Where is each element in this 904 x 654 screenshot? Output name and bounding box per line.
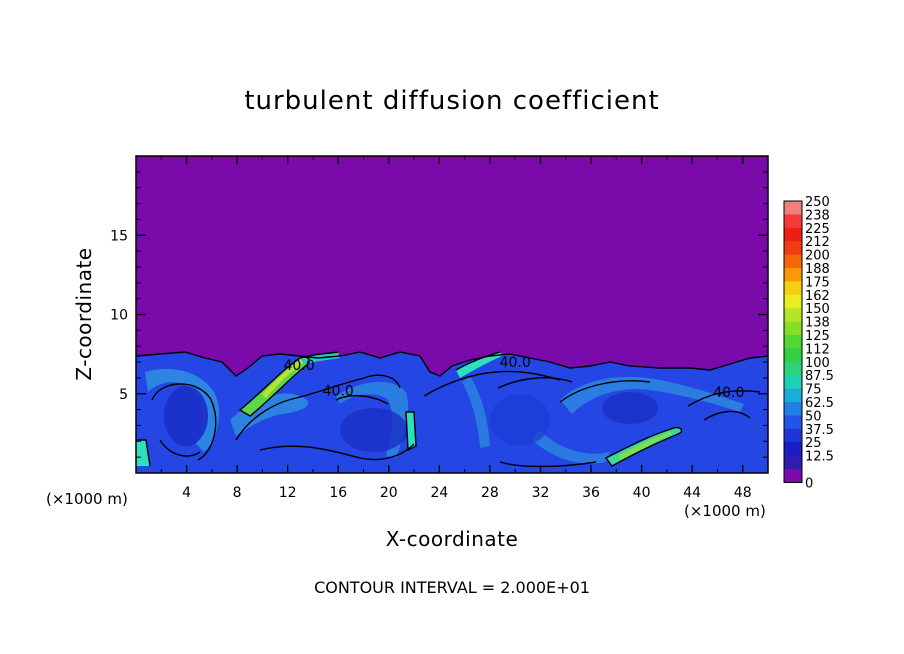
x-tick-label: 28 — [481, 485, 499, 501]
colorbar-label: 150 — [805, 302, 830, 317]
colorbar-swatch — [784, 308, 802, 323]
colorbar-swatch — [784, 201, 802, 215]
x-tick-label: 40 — [633, 485, 651, 501]
colorbar-label: 250 — [805, 195, 830, 210]
x-unit-label: (×1000 m) — [684, 502, 766, 520]
colorbar: 2502382252122001881751621501381251121008… — [783, 195, 834, 491]
colorbar-swatch — [784, 294, 802, 309]
x-tick-label: 8 — [233, 485, 242, 501]
x-tick-label: 48 — [734, 485, 752, 501]
colorbar-swatch — [784, 214, 802, 229]
x-tick-label: 44 — [683, 485, 701, 501]
colorbar-swatch — [784, 241, 802, 256]
colorbar-label: 50 — [805, 409, 822, 424]
contour-interval-note: CONTOUR INTERVAL = 2.000E+01 — [314, 578, 590, 597]
colorbar-swatch — [784, 442, 802, 457]
colorbar-swatch — [784, 281, 802, 296]
colorbar-label: 138 — [805, 316, 830, 331]
colorbar-label: 238 — [805, 208, 830, 223]
colorbar-label: 175 — [805, 275, 830, 290]
colorbar-swatch — [784, 375, 802, 390]
colorbar-swatch — [784, 227, 802, 242]
colorbar-swatch — [784, 268, 802, 282]
x-axis-label: X-coordinate — [385, 527, 519, 551]
contour-label: 40.0 — [500, 355, 531, 371]
colorbar-swatch — [784, 361, 802, 376]
z-unit-label: (×1000 m) — [46, 490, 128, 508]
x-tick-label: 24 — [430, 485, 448, 501]
x-tick-label: 12 — [279, 485, 297, 501]
y-tick-label: 10 — [110, 308, 128, 324]
colorbar-label: 188 — [805, 262, 830, 277]
contour-lines — [136, 351, 768, 468]
colorbar-label: 112 — [805, 342, 830, 357]
colorbar-swatch — [784, 335, 802, 349]
x-tick-label: 36 — [582, 485, 600, 501]
colorbar-label: 12.5 — [805, 450, 834, 465]
colorbar-swatch — [784, 415, 802, 430]
colorbar-swatch — [784, 388, 802, 403]
colorbar-swatch — [784, 428, 802, 443]
colorbar-label: 162 — [805, 289, 830, 304]
contour-label: 40.0 — [713, 385, 744, 401]
colorbar-swatch — [784, 469, 802, 483]
x-axis-ticks: 4 8 12 16 20 24 28 32 36 40 44 48 — [160, 156, 752, 501]
colorbar-label: 225 — [805, 222, 830, 237]
chart-title: turbulent diffusion coefficient — [244, 86, 660, 116]
contour-label: 40.0 — [283, 358, 314, 374]
colorbar-label: 0 — [805, 476, 813, 491]
y-axis-ticks: 5 10 15 — [110, 171, 768, 458]
colorbar-swatch — [784, 321, 802, 336]
y-tick-label: 15 — [110, 228, 128, 244]
y-tick-label: 5 — [119, 387, 128, 403]
colorbar-label: 37.5 — [805, 423, 834, 438]
x-tick-label: 4 — [182, 485, 191, 501]
colorbar-label: 25 — [805, 436, 822, 451]
colorbar-swatch — [784, 348, 802, 363]
colorbar-label: 125 — [805, 329, 830, 344]
colorbar-label: 87.5 — [805, 369, 834, 384]
colorbar-swatch — [784, 254, 802, 269]
contour-label: 40.0 — [323, 383, 354, 399]
colorbar-swatch — [784, 402, 802, 416]
colorbar-label: 100 — [805, 356, 830, 371]
colorbar-label: 200 — [805, 249, 830, 264]
colorbar-label: 212 — [805, 235, 830, 250]
y-axis-label: Z-coordinate — [72, 247, 96, 381]
colorbar-label: 62.5 — [805, 396, 834, 411]
colorbar-border — [783, 200, 803, 483]
colorbar-swatch — [784, 455, 802, 470]
x-tick-label: 20 — [380, 485, 398, 501]
x-tick-label: 16 — [329, 485, 347, 501]
x-tick-label: 32 — [532, 485, 550, 501]
colorbar-label: 75 — [805, 383, 822, 398]
contour-labels: 40.0 40.0 40.0 40.0 — [283, 355, 744, 401]
